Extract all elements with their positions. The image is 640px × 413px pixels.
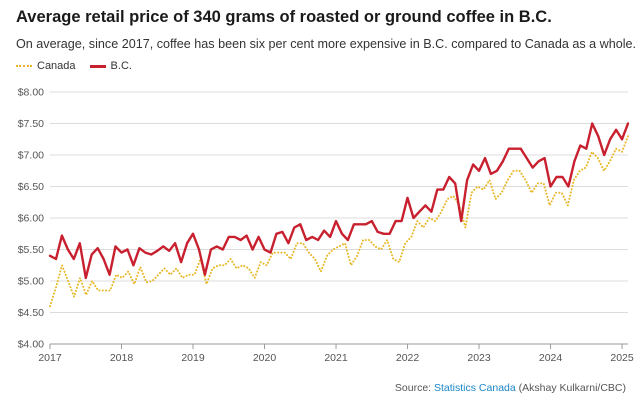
legend-swatch-canada <box>16 65 32 67</box>
x-tick-label: 2020 <box>253 352 277 364</box>
legend-label-canada: Canada <box>37 60 76 72</box>
x-tick-label: 2018 <box>110 352 134 364</box>
y-tick-label: $5.00 <box>18 276 44 288</box>
legend-item-bc[interactable]: B.C. <box>89 60 132 72</box>
y-tick-label: $4.50 <box>18 307 44 319</box>
y-tick-label: $7.50 <box>18 118 44 130</box>
y-tick-label: $4.00 <box>18 339 44 351</box>
y-tick-label: $6.50 <box>18 181 44 193</box>
x-tick-label: 2025 <box>610 352 634 364</box>
x-tick-label: 2022 <box>396 352 420 364</box>
x-tick-label: 2023 <box>467 352 491 364</box>
legend-swatch-bc <box>89 64 106 68</box>
source-suffix: (Akshay Kulkarni/CBC) <box>515 382 626 394</box>
series-line-bc <box>48 122 630 280</box>
source-link[interactable]: Statistics Canada <box>434 382 516 394</box>
legend-label-bc: B.C. <box>110 60 132 72</box>
x-tick-label: 2017 <box>38 352 62 364</box>
chart-legend: Canada B.C. <box>16 60 146 72</box>
chart-title: Average retail price of 340 grams of roa… <box>16 8 552 26</box>
x-tick-label: 2019 <box>181 352 205 364</box>
y-tick-label: $6.00 <box>18 213 44 225</box>
y-tick-label: $7.00 <box>18 150 44 162</box>
source-prefix: Source: <box>394 382 434 394</box>
y-tick-label: $5.50 <box>18 244 44 256</box>
chart-subtitle: On average, since 2017, coffee has been … <box>16 37 637 51</box>
x-tick-label: 2021 <box>324 352 348 364</box>
series-line-canada <box>49 135 629 308</box>
y-tick-label: $8.00 <box>18 87 44 99</box>
legend-item-canada[interactable]: Canada <box>16 60 76 72</box>
x-tick-label: 2024 <box>539 352 563 364</box>
source-note: Source: Statistics Canada (Akshay Kulkar… <box>395 382 626 394</box>
